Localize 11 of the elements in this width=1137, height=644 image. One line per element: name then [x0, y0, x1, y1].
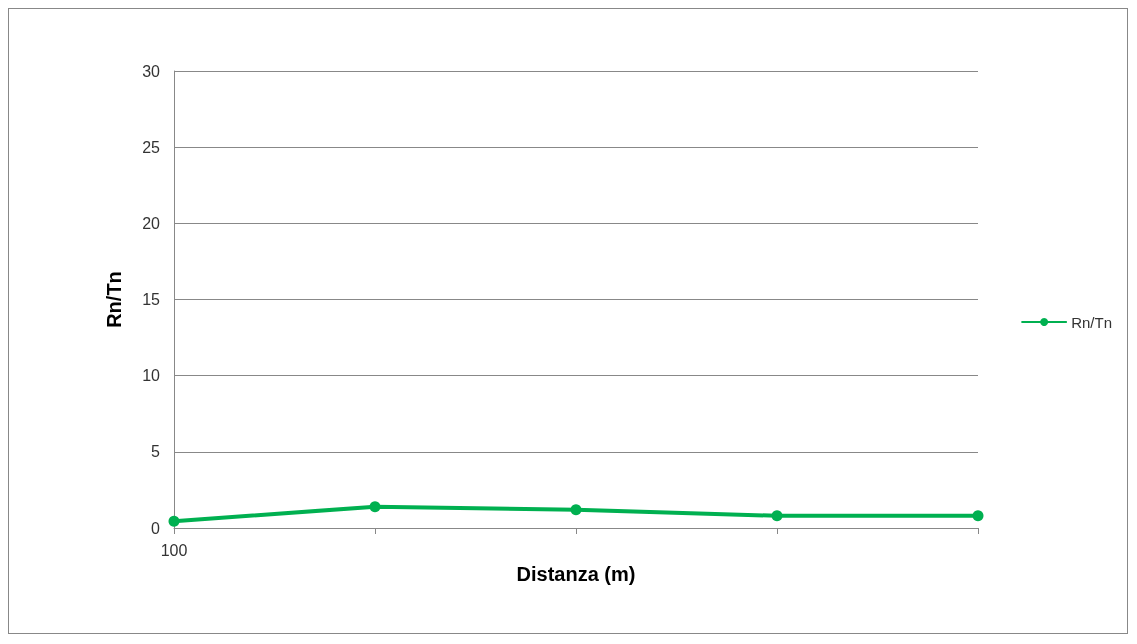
y-tick-label: 0: [151, 519, 161, 537]
y-tick-label: 20: [142, 214, 161, 232]
x-tick-label: 100: [160, 541, 188, 559]
y-tick-label: 25: [142, 138, 161, 156]
y-tick-label: 15: [142, 291, 161, 308]
y-tick-label: 30: [142, 62, 161, 80]
y-axis-title: Rn/Tn: [103, 271, 125, 328]
legend-label: Rn/Tn: [1071, 313, 1113, 331]
x-axis-title: Distanza (m): [516, 563, 636, 585]
y-tick-label: 10: [142, 367, 161, 385]
y-tick-label: 5: [151, 443, 161, 461]
